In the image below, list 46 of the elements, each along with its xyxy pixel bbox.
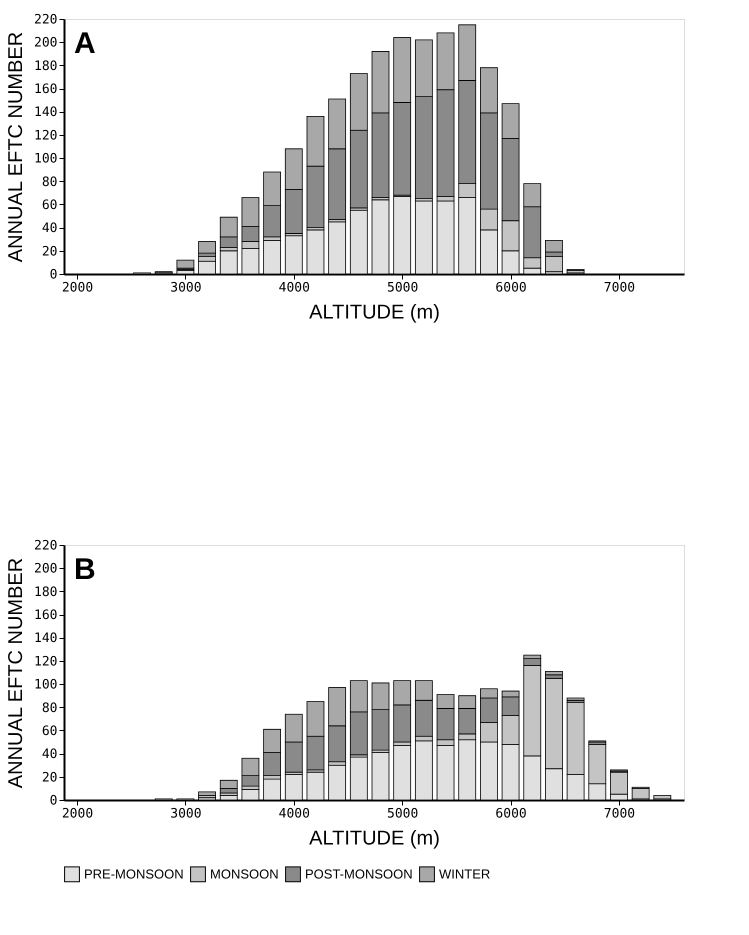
legend-label: WINTER [439,866,490,882]
y-axis-title: ANNUAL EFTC NUMBER [5,558,28,788]
y-tick-label: 100 [34,678,58,693]
y-tick-label: 0 [50,268,58,282]
y-tick-label: 20 [42,244,58,260]
x-tick-label: 4000 [278,280,310,296]
x-tick-label: 2000 [62,280,94,296]
x-tick-label: 6000 [495,280,527,296]
y-tick-label: 220 [34,538,58,554]
x-tick-label: 3000 [170,280,202,296]
x-tick-label: 7000 [604,806,636,822]
y-axis-title: ANNUAL EFTC NUMBER [5,32,28,262]
x-tick-label: 5000 [387,280,418,296]
y-tick-label: 80 [42,174,58,190]
y-tick-label: 20 [42,770,58,786]
y-tick-label: 140 [34,105,58,120]
y-tick-label: 60 [42,198,58,213]
x-axis-title: ALTITUDE (m) [309,302,440,324]
x-tick-label: 3000 [170,806,202,822]
y-tick-label: 0 [50,794,58,808]
y-tick-label: 140 [34,631,58,646]
x-tick-label: 5000 [387,806,418,822]
legend-label: PRE-MONSOON [84,866,184,882]
y-tick-label: 120 [34,654,58,670]
chart-title: A [74,27,96,60]
chart-title: B [74,553,96,586]
x-tick-label: 6000 [495,806,527,822]
y-tick-label: 220 [34,12,58,28]
x-axis-title: ALTITUDE (m) [309,828,440,850]
legend-label: MONSOON [210,866,279,882]
y-tick-label: 40 [42,747,58,762]
y-tick-label: 100 [34,152,58,167]
legend-label: POST-MONSOON [305,866,413,882]
y-tick-label: 180 [34,584,58,600]
y-tick-label: 160 [34,608,58,624]
y-tick-label: 180 [34,58,58,74]
y-tick-label: 120 [34,128,58,144]
x-tick-label: 7000 [604,280,636,296]
y-tick-label: 160 [34,82,58,98]
y-tick-label: 80 [42,700,58,716]
x-tick-label: 2000 [62,806,94,822]
y-tick-label: 200 [34,562,58,577]
y-tick-label: 40 [42,221,58,236]
x-tick-label: 4000 [278,806,310,822]
y-tick-label: 200 [34,36,58,51]
y-tick-label: 60 [42,724,58,739]
